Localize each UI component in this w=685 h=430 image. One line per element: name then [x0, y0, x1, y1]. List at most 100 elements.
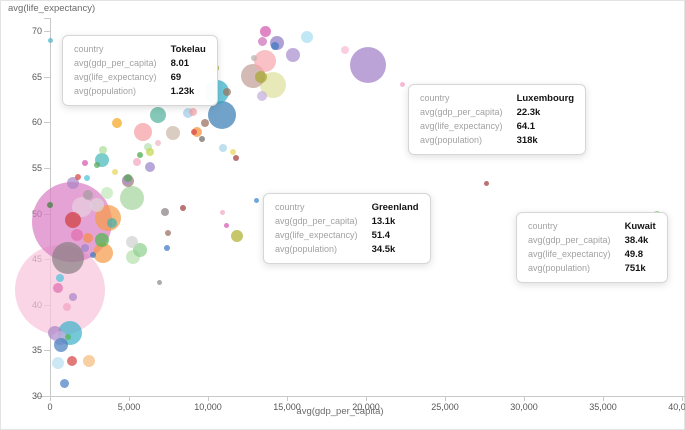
bubble[interactable]	[350, 46, 387, 83]
bubble[interactable]	[55, 274, 64, 283]
bubble[interactable]	[82, 160, 89, 167]
tooltip-greenland: country Greenland avg(gdp_per_capita) 13…	[263, 193, 431, 264]
bubble[interactable]	[183, 108, 194, 119]
bubble[interactable]	[74, 174, 81, 180]
bubble[interactable]	[232, 154, 239, 161]
bubble[interactable]	[483, 180, 489, 186]
bubble[interactable]	[270, 41, 279, 50]
tooltip-field-label: avg(gdp_per_capita)	[528, 235, 611, 245]
bubble[interactable]	[53, 283, 64, 294]
bubble[interactable]	[93, 242, 114, 263]
bubble[interactable]	[90, 198, 105, 213]
point-tokelau[interactable]	[47, 37, 53, 43]
bubble[interactable]	[124, 173, 133, 182]
bubble[interactable]	[301, 31, 314, 44]
y-axis-top-cap	[44, 18, 50, 19]
bubble[interactable]	[94, 232, 109, 247]
tooltip-field-label: avg(life_expectancy)	[74, 72, 157, 82]
bubble[interactable]	[137, 152, 144, 159]
bubble[interactable]	[180, 205, 187, 212]
bubble[interactable]	[66, 356, 77, 367]
bubble[interactable]	[52, 357, 65, 370]
tooltip-field-label: avg(gdp_per_capita)	[275, 216, 358, 226]
tooltip-field-label: avg(population)	[528, 263, 591, 273]
bubble[interactable]	[106, 217, 117, 228]
y-tick-label: 55	[31, 162, 42, 173]
x-tick-label: 40,000	[668, 402, 685, 412]
point-luxembourg[interactable]	[399, 82, 405, 88]
tooltip-field-value: 34.5k	[371, 244, 396, 255]
bubble[interactable]	[67, 177, 80, 190]
bubble[interactable]	[81, 244, 90, 253]
bubble[interactable]	[224, 222, 230, 228]
tooltip-field-value: 51.4	[371, 230, 391, 241]
x-tick-mark	[129, 396, 130, 401]
bubble[interactable]	[133, 158, 142, 167]
bubble[interactable]	[54, 337, 69, 352]
y-axis-title: avg(life_expectancy)	[8, 3, 96, 14]
x-tick-label: 20,000	[352, 402, 380, 412]
bubble[interactable]	[83, 233, 94, 244]
bubble[interactable]	[191, 129, 198, 136]
bubble[interactable]	[198, 135, 205, 142]
bubble[interactable]	[111, 118, 122, 129]
bubble[interactable]	[219, 210, 225, 216]
bubble[interactable]	[65, 211, 82, 228]
bubble[interactable]	[165, 229, 172, 236]
bubble[interactable]	[250, 55, 257, 62]
bubble[interactable]	[229, 149, 236, 156]
tooltip-field-value: Luxembourg	[516, 93, 575, 104]
bubble[interactable]	[52, 242, 84, 275]
bubble[interactable]	[254, 50, 277, 73]
bubble[interactable]	[150, 106, 167, 123]
bubble[interactable]	[257, 90, 268, 101]
bubble[interactable]	[164, 245, 171, 252]
bubble[interactable]	[83, 174, 90, 181]
point-greenland[interactable]	[254, 198, 260, 204]
bubble[interactable]	[155, 140, 162, 147]
tooltip-field-label: avg(life_expectancy)	[275, 230, 358, 240]
bubble[interactable]	[145, 161, 155, 172]
x-tick-label: 35,000	[589, 402, 617, 412]
bubble[interactable]	[69, 293, 78, 302]
bubble[interactable]	[222, 88, 231, 97]
bubble[interactable]	[83, 355, 96, 368]
bubble[interactable]	[188, 108, 197, 117]
bubble[interactable]	[112, 169, 119, 176]
bubble[interactable]	[161, 207, 170, 216]
bubble[interactable]	[219, 143, 227, 152]
bubble[interactable]	[59, 378, 69, 388]
bubble[interactable]	[255, 70, 268, 83]
x-tick-label: 5,000	[117, 402, 141, 412]
bubble[interactable]	[63, 303, 72, 312]
bubble[interactable]	[259, 26, 271, 38]
bubble[interactable]	[83, 190, 94, 201]
bubble[interactable]	[166, 126, 181, 141]
bubble[interactable]	[47, 202, 54, 209]
tooltip-field-label: avg(gdp_per_capita)	[74, 58, 157, 68]
bubble[interactable]	[94, 162, 101, 169]
bubble[interactable]	[143, 142, 152, 151]
bubble[interactable]	[286, 47, 300, 62]
bubble[interactable]	[146, 148, 154, 157]
bubble[interactable]	[200, 119, 209, 128]
y-tick-mark	[44, 122, 50, 124]
bubble[interactable]	[71, 229, 84, 242]
bubble[interactable]	[231, 230, 244, 243]
bubble[interactable]	[133, 243, 148, 257]
tooltip-field-label: avg(life_expectancy)	[528, 249, 611, 259]
bubble[interactable]	[258, 37, 268, 47]
bubble[interactable]	[101, 187, 114, 200]
bubble[interactable]	[126, 235, 138, 248]
bubble[interactable]	[134, 123, 153, 142]
tooltip-field-label: avg(population)	[275, 244, 338, 254]
x-tick-mark	[366, 396, 367, 401]
bubble[interactable]	[120, 185, 144, 210]
bubble[interactable]	[65, 333, 71, 340]
tooltip-field-value: 64.1	[516, 121, 536, 132]
bubble[interactable]	[89, 251, 96, 258]
bubble[interactable]	[340, 46, 349, 55]
bubble[interactable]	[157, 280, 163, 286]
tooltip-field-value: 69	[170, 72, 182, 83]
bubble[interactable]	[99, 145, 108, 154]
